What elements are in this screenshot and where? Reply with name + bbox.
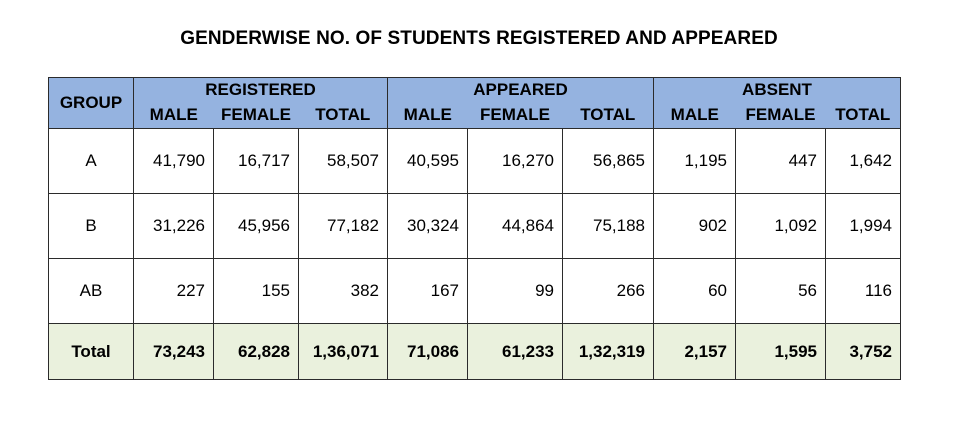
group-cell: A <box>48 128 134 194</box>
absent-female-cell: 56 <box>735 258 826 324</box>
total-appeared-total: 1,32,319 <box>562 323 654 380</box>
students-table: GROUP REGISTERED APPEARED ABSENT MALE FE… <box>48 77 901 380</box>
total-registered-male: 73,243 <box>133 323 214 380</box>
absent-total-cell: 1,642 <box>825 128 901 194</box>
absent-male-header: MALE <box>653 102 736 129</box>
appeared-total-cell: 75,188 <box>562 193 654 259</box>
registered-total-cell: 382 <box>298 258 388 324</box>
total-appeared-female: 61,233 <box>467 323 563 380</box>
group-cell: AB <box>48 258 134 324</box>
appeared-male-cell: 167 <box>387 258 468 324</box>
absent-male-cell: 60 <box>653 258 736 324</box>
appeared-male-cell: 40,595 <box>387 128 468 194</box>
registered-female-cell: 155 <box>213 258 299 324</box>
group-cell: B <box>48 193 134 259</box>
registered-male-cell: 31,226 <box>133 193 214 259</box>
table-row: A 41,790 16,717 58,507 40,595 16,270 56,… <box>48 128 901 194</box>
absent-female-header: FEMALE <box>735 102 826 129</box>
appeared-female-cell: 16,270 <box>467 128 563 194</box>
total-absent-female: 1,595 <box>735 323 826 380</box>
registered-female-cell: 16,717 <box>213 128 299 194</box>
appeared-female-header: FEMALE <box>467 102 563 129</box>
appeared-female-cell: 44,864 <box>467 193 563 259</box>
absent-total-cell: 116 <box>825 258 901 324</box>
appeared-header: APPEARED <box>387 77 654 102</box>
registered-male-cell: 227 <box>133 258 214 324</box>
appeared-total-cell: 56,865 <box>562 128 654 194</box>
group-header: GROUP <box>48 77 134 129</box>
registered-header: REGISTERED <box>133 77 388 102</box>
total-registered-total: 1,36,071 <box>298 323 388 380</box>
total-row: Total 73,243 62,828 1,36,071 71,086 61,2… <box>48 323 901 380</box>
absent-female-cell: 447 <box>735 128 826 194</box>
absent-total-header: TOTAL <box>825 102 901 129</box>
table-row: B 31,226 45,956 77,182 30,324 44,864 75,… <box>48 193 901 259</box>
table-row: AB 227 155 382 167 99 266 60 56 116 <box>48 258 901 324</box>
registered-female-header: FEMALE <box>213 102 299 129</box>
appeared-male-cell: 30,324 <box>387 193 468 259</box>
total-absent-male: 2,157 <box>653 323 736 380</box>
absent-header: ABSENT <box>653 77 901 102</box>
total-absent-total: 3,752 <box>825 323 901 380</box>
appeared-total-header: TOTAL <box>562 102 654 129</box>
registered-total-header: TOTAL <box>298 102 388 129</box>
registered-male-cell: 41,790 <box>133 128 214 194</box>
total-appeared-male: 71,086 <box>387 323 468 380</box>
registered-total-cell: 58,507 <box>298 128 388 194</box>
registered-male-header: MALE <box>133 102 214 129</box>
absent-male-cell: 1,195 <box>653 128 736 194</box>
appeared-total-cell: 266 <box>562 258 654 324</box>
appeared-female-cell: 99 <box>467 258 563 324</box>
page-title: GENDERWISE NO. OF STUDENTS REGISTERED AN… <box>180 28 778 49</box>
absent-total-cell: 1,994 <box>825 193 901 259</box>
total-label: Total <box>48 323 134 380</box>
appeared-male-header: MALE <box>387 102 468 129</box>
total-registered-female: 62,828 <box>213 323 299 380</box>
absent-female-cell: 1,092 <box>735 193 826 259</box>
registered-total-cell: 77,182 <box>298 193 388 259</box>
registered-female-cell: 45,956 <box>213 193 299 259</box>
absent-male-cell: 902 <box>653 193 736 259</box>
